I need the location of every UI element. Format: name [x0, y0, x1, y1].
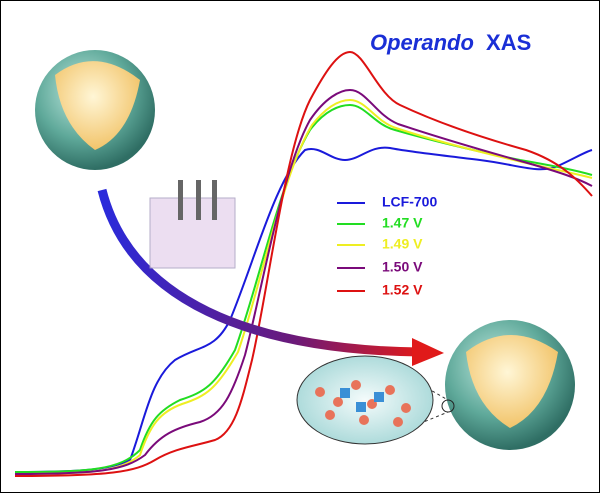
title-text: XAS: [486, 30, 531, 55]
arrow: [97, 188, 421, 357]
spectrum-152: [14, 50, 593, 477]
legend: LCF-700 1.47 V 1.49 V 1.50 V 1.52 V: [337, 194, 437, 298]
spectra: [14, 50, 593, 477]
legend-label: LCF-700: [382, 194, 437, 210]
spectrum-150: [14, 88, 593, 475]
legend-label: 1.49 V: [382, 236, 423, 252]
sphere-bottom: [445, 320, 575, 450]
arrow-head: [412, 338, 444, 366]
sphere-top: [35, 50, 155, 170]
spectrum-149: [14, 98, 593, 475]
legend-label: 1.50 V: [382, 259, 423, 275]
cell: [149, 180, 236, 269]
spectrum-lcf700: [14, 146, 593, 473]
title-emphasis: Operando: [370, 30, 474, 55]
legend-label: 1.47 V: [382, 215, 423, 231]
inset: [296, 355, 455, 445]
legend-label: 1.52 V: [382, 282, 423, 298]
title: Operando XAS: [370, 30, 531, 55]
